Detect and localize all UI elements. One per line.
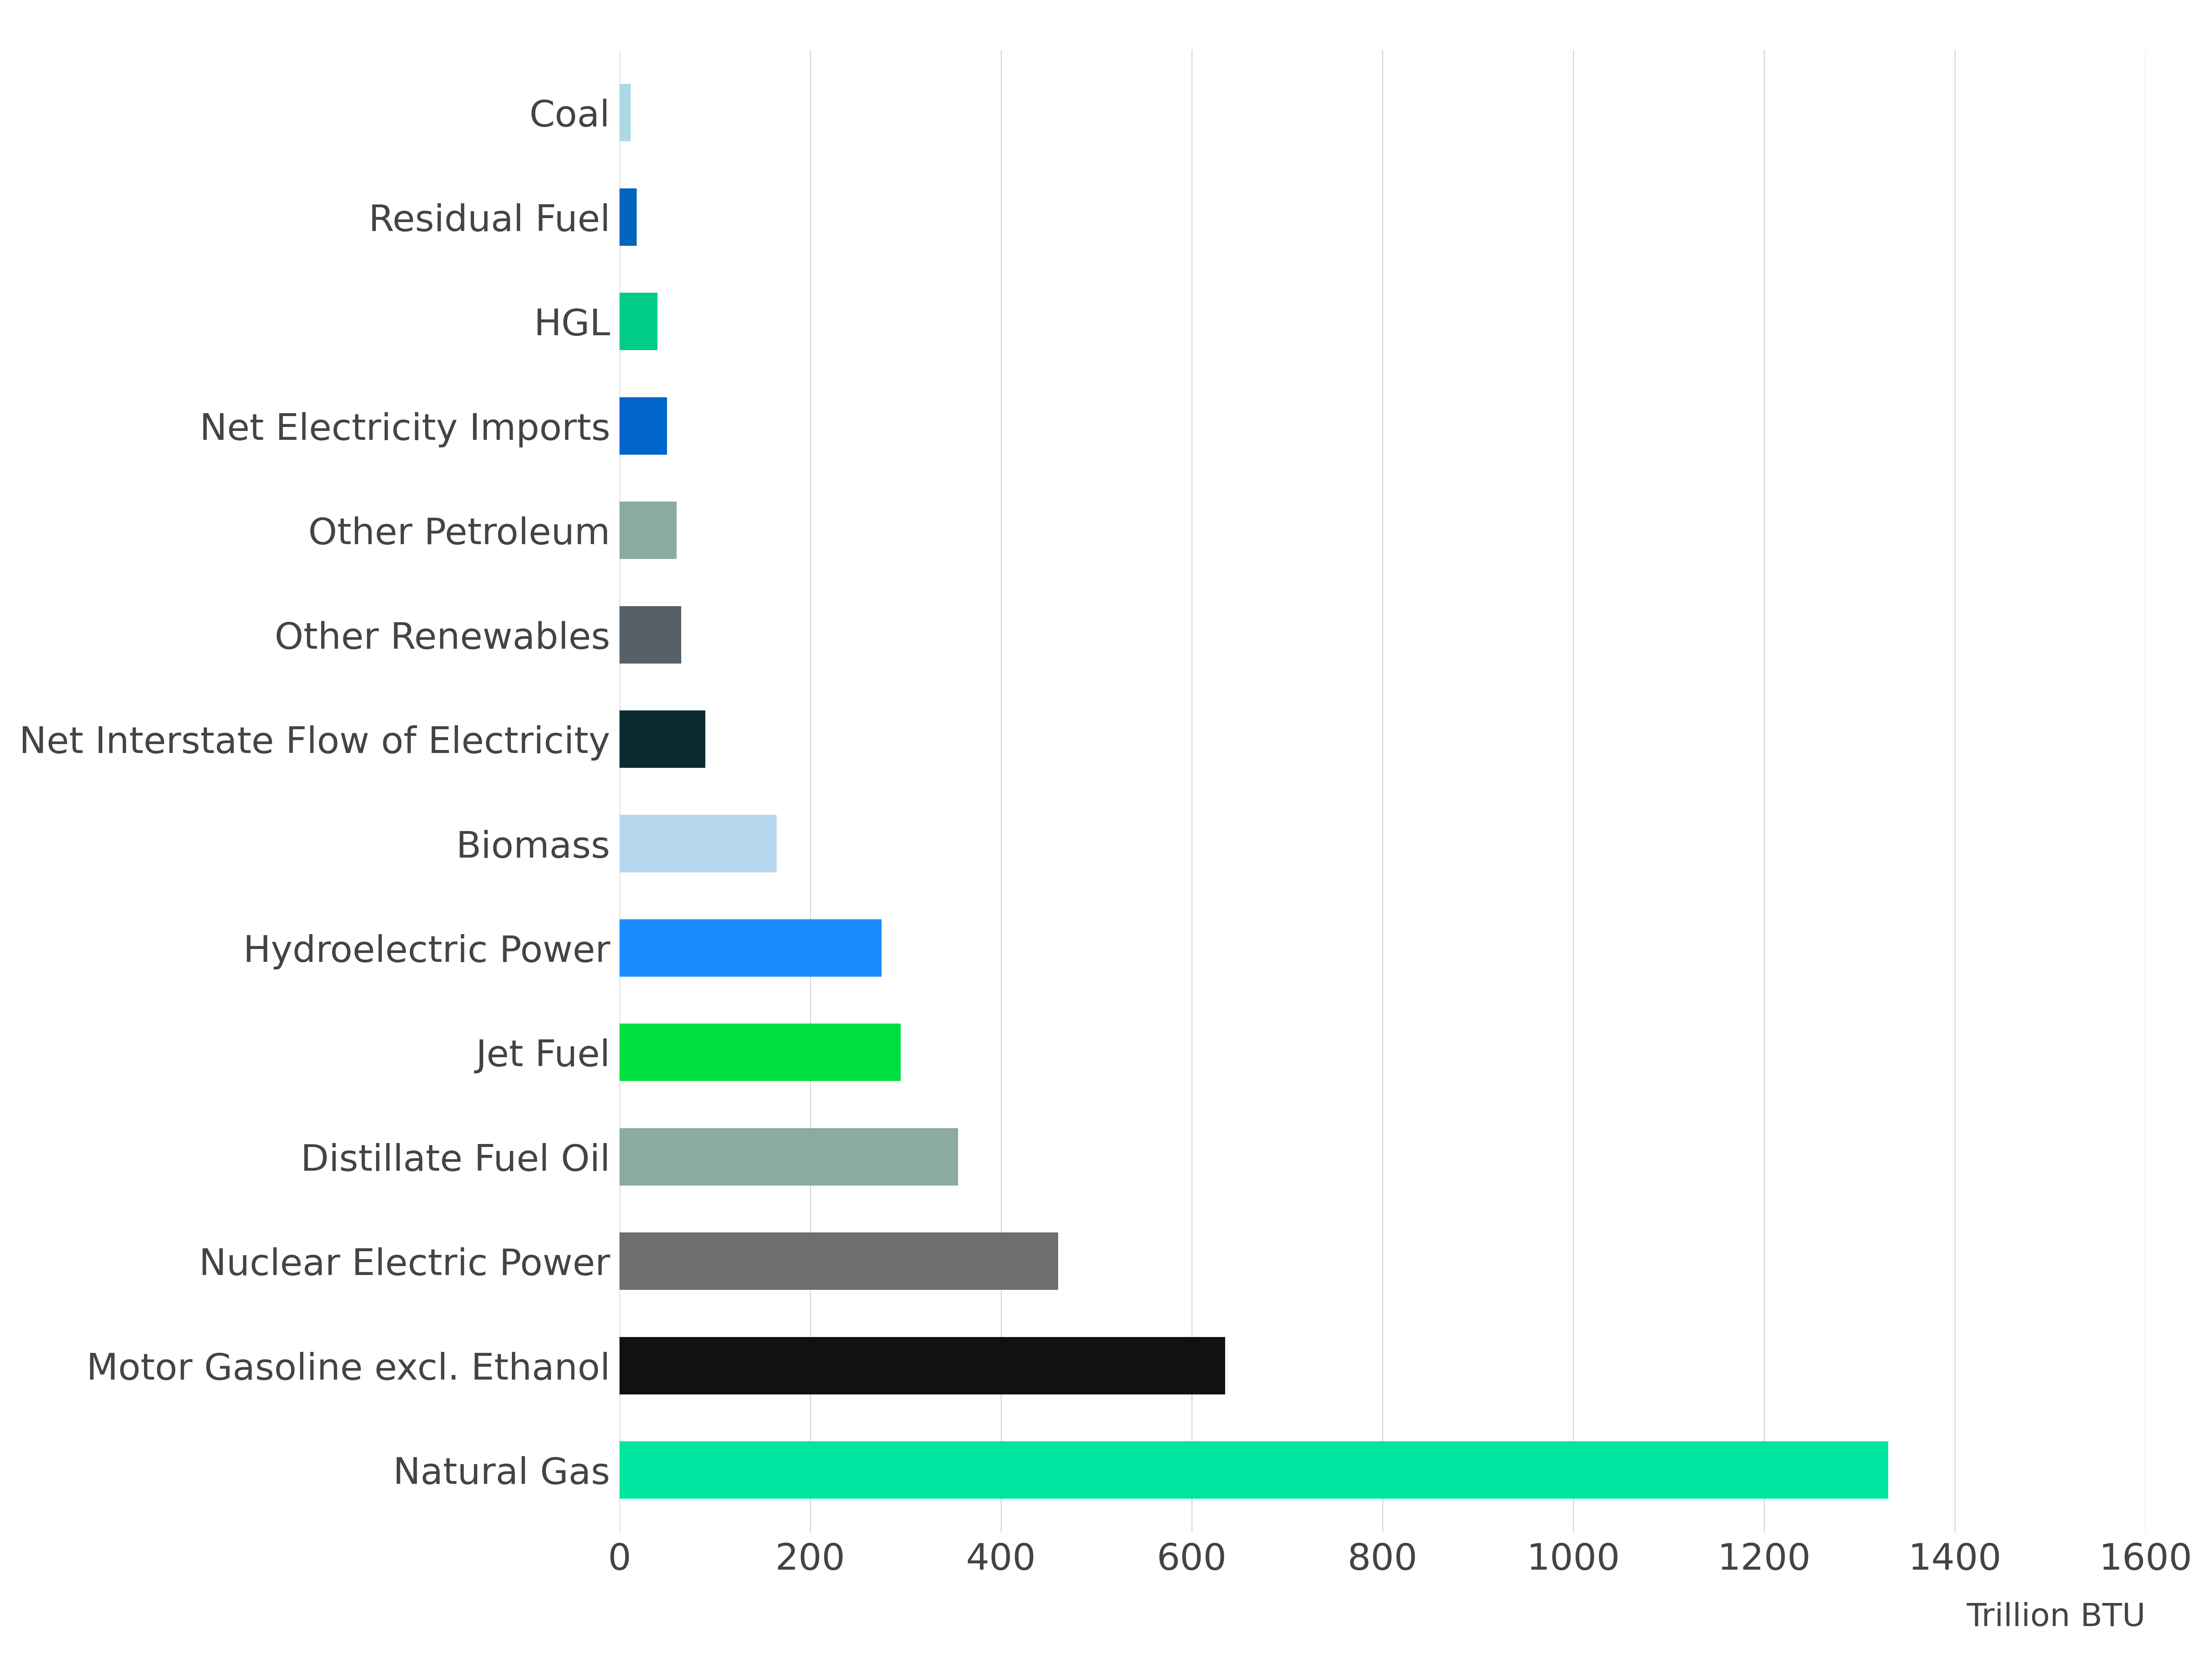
Bar: [619, 188, 637, 247]
Bar: [619, 1023, 900, 1081]
Bar: [619, 83, 630, 142]
Bar: [619, 710, 706, 768]
Bar: [619, 501, 677, 560]
Bar: [619, 1441, 1889, 1499]
Bar: [619, 397, 668, 455]
Bar: [619, 1336, 1225, 1394]
Bar: [619, 1128, 958, 1186]
Bar: [619, 606, 681, 663]
Text: Trillion BTU: Trillion BTU: [1966, 1603, 2146, 1633]
Bar: [619, 920, 883, 976]
Bar: [619, 815, 776, 873]
Bar: [619, 293, 657, 350]
Bar: [619, 1233, 1057, 1289]
